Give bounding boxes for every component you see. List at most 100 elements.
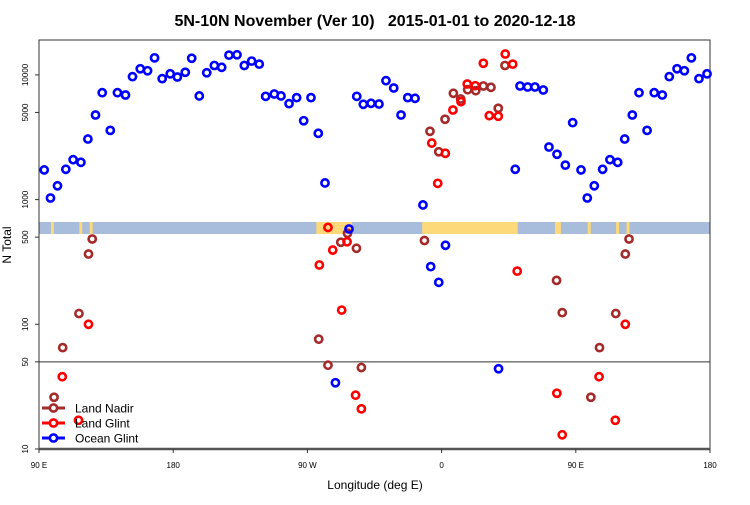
point-land-glint bbox=[557, 429, 568, 440]
point-ocean-glint bbox=[291, 92, 302, 103]
point-ocean-glint bbox=[374, 99, 384, 109]
point-land-glint bbox=[551, 388, 562, 399]
point-ocean-glint bbox=[634, 87, 644, 98]
point-land-nadir bbox=[87, 234, 98, 244]
map-strip-land bbox=[79, 222, 83, 234]
y-tick-label: 10000 bbox=[21, 63, 30, 86]
point-ocean-glint bbox=[60, 164, 71, 175]
point-ocean-glint bbox=[686, 52, 697, 63]
point-land-glint bbox=[610, 415, 621, 426]
point-ocean-glint bbox=[410, 93, 420, 104]
point-land-glint bbox=[327, 245, 338, 255]
point-ocean-glint bbox=[276, 91, 286, 101]
point-land-nadir bbox=[478, 81, 489, 91]
map-strip bbox=[39, 222, 710, 234]
point-ocean-glint bbox=[186, 53, 197, 64]
axes: 90 E 180 90 W 0 90 E 180 10000 5000 1000 500 100 50… bbox=[21, 39, 717, 470]
map-strip-land bbox=[89, 222, 93, 234]
map-strip-land bbox=[626, 222, 630, 234]
point-ocean-glint bbox=[605, 154, 615, 165]
point-land-nadir bbox=[425, 126, 435, 137]
legend-label: Land Nadir bbox=[75, 402, 134, 416]
point-ocean-glint bbox=[68, 154, 79, 165]
legend-marker bbox=[48, 418, 59, 428]
point-land-nadir bbox=[500, 60, 510, 71]
x-tick-label: 90 W bbox=[298, 461, 317, 470]
point-ocean-glint bbox=[254, 59, 265, 70]
point-land-nadir bbox=[57, 342, 68, 353]
point-ocean-glint bbox=[418, 200, 428, 210]
point-land-nadir bbox=[440, 114, 450, 125]
point-ocean-glint bbox=[381, 75, 391, 86]
point-ocean-glint bbox=[576, 165, 586, 175]
point-ocean-glint bbox=[544, 142, 554, 152]
point-ocean-glint bbox=[224, 50, 234, 61]
point-ocean-glint bbox=[246, 56, 257, 67]
point-land-nadir bbox=[557, 307, 568, 318]
x-tick-label: 90 E bbox=[31, 461, 47, 470]
point-land-glint bbox=[432, 178, 443, 189]
point-ocean-glint bbox=[45, 193, 56, 203]
point-land-nadir bbox=[486, 82, 496, 93]
point-ocean-glint bbox=[440, 240, 451, 251]
point-land-glint bbox=[440, 148, 451, 159]
point-ocean-glint bbox=[194, 91, 205, 101]
y-tick-label: 100 bbox=[21, 317, 30, 331]
point-ocean-glint bbox=[127, 71, 138, 82]
point-ocean-glint bbox=[83, 134, 93, 144]
point-ocean-glint bbox=[366, 98, 376, 109]
point-ocean-glint bbox=[560, 160, 571, 171]
point-ocean-glint bbox=[515, 81, 525, 91]
point-ocean-glint bbox=[330, 377, 341, 388]
point-land-nadir bbox=[620, 249, 631, 259]
point-land-glint bbox=[342, 236, 352, 247]
point-ocean-glint bbox=[510, 164, 521, 175]
point-land-nadir bbox=[356, 362, 367, 373]
point-land-nadir bbox=[624, 234, 634, 244]
point-ocean-glint bbox=[284, 98, 294, 109]
point-ocean-glint bbox=[493, 363, 504, 374]
y-tick-label: 1000 bbox=[21, 190, 30, 208]
point-ocean-glint bbox=[239, 60, 250, 71]
point-ocean-glint bbox=[105, 125, 116, 136]
point-ocean-glint bbox=[313, 128, 324, 139]
point-land-glint bbox=[83, 319, 94, 330]
point-ocean-glint bbox=[320, 178, 330, 188]
x-tick-label: 180 bbox=[167, 461, 181, 470]
map-strip-ocean bbox=[39, 222, 710, 234]
y-tick-label: 500 bbox=[21, 230, 30, 244]
point-ocean-glint bbox=[657, 90, 668, 100]
point-land-nadir bbox=[419, 235, 430, 246]
point-land-nadir bbox=[83, 249, 94, 259]
point-land-glint bbox=[507, 59, 518, 70]
point-ocean-glint bbox=[90, 110, 101, 120]
point-land-glint bbox=[478, 58, 489, 69]
point-ocean-glint bbox=[694, 73, 704, 84]
point-ocean-glint bbox=[149, 52, 160, 63]
point-ocean-glint bbox=[388, 83, 399, 93]
y-tick-label: 10 bbox=[21, 444, 30, 453]
point-ocean-glint bbox=[165, 68, 176, 79]
point-land-glint bbox=[356, 403, 367, 414]
point-ocean-glint bbox=[589, 180, 600, 191]
map-strip-land bbox=[50, 222, 54, 234]
point-ocean-glint bbox=[425, 261, 436, 272]
legend-marker bbox=[48, 403, 59, 413]
point-ocean-glint bbox=[298, 115, 309, 126]
legend-marker bbox=[48, 433, 59, 443]
point-land-glint bbox=[448, 105, 458, 115]
x-axis-label: Longitude (deg E) bbox=[327, 478, 422, 492]
point-land-nadir bbox=[448, 88, 459, 99]
point-land-nadir bbox=[74, 308, 84, 319]
point-ocean-glint bbox=[679, 65, 690, 76]
point-land-glint bbox=[512, 266, 523, 277]
point-ocean-glint bbox=[433, 277, 444, 288]
x-tick-label: 180 bbox=[703, 461, 717, 470]
chart-title: 5N-10N November (Ver 10) 2015-01-01 to 2… bbox=[174, 13, 575, 30]
point-ocean-glint bbox=[702, 68, 712, 79]
map-strip-land bbox=[422, 222, 518, 234]
point-ocean-glint bbox=[567, 117, 578, 128]
point-land-glint bbox=[620, 319, 631, 330]
map-strip-land bbox=[587, 222, 591, 234]
